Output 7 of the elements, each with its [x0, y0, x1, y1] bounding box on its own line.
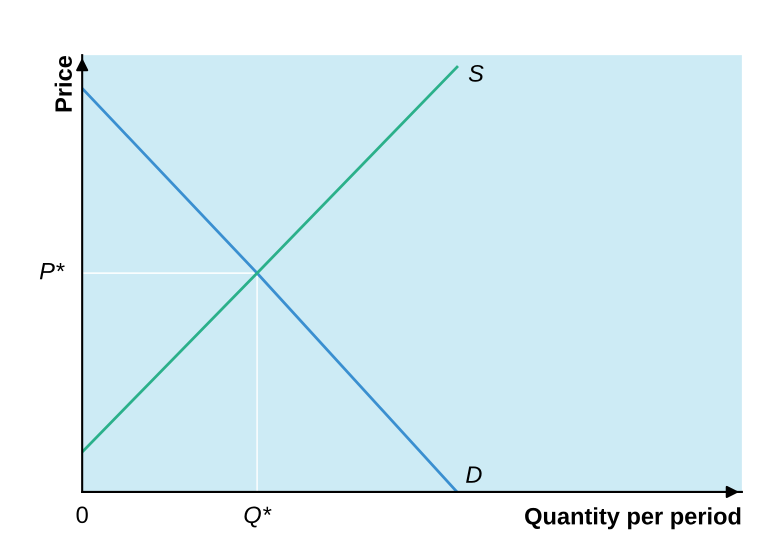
y-axis-title: Price [54, 56, 72, 112]
x-tick-label: Q* [244, 506, 272, 528]
ref-line-label: P* [40, 262, 65, 280]
series-label: S [468, 64, 484, 82]
x-axis-title: Quantity per period [525, 507, 740, 530]
x-tick-label: 0 [76, 506, 88, 524]
series-label: D [466, 466, 482, 483]
